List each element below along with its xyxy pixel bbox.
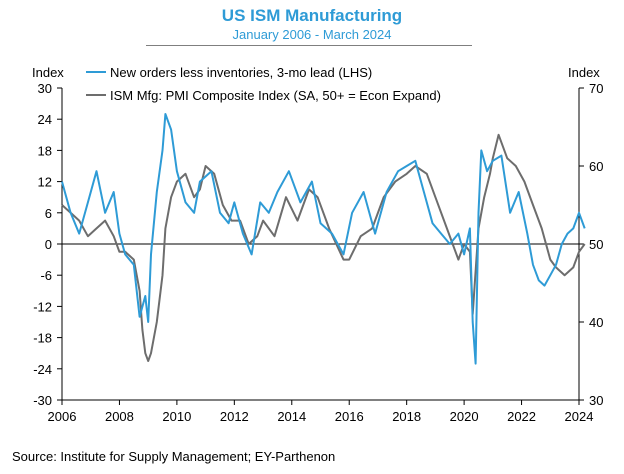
- series-line-pmi: [61, 133, 586, 362]
- right-axis-label: Index: [568, 65, 600, 80]
- left-axis-ticks: 30 24 18 12 6 0 -6 -12 -18 -24 -30: [33, 81, 62, 408]
- right-tick-label: 40: [589, 315, 603, 330]
- right-tick-label: 70: [589, 81, 603, 96]
- x-axis-ticks: 2006 2008 2010 2012 2014 2016 2018 2020 2022 2024: [48, 400, 594, 424]
- title-divider: [146, 45, 472, 46]
- right-tick-label: 30: [589, 393, 603, 408]
- right-tick-label: 60: [589, 159, 603, 174]
- x-tick-label: 2010: [162, 409, 191, 424]
- left-tick-label: 6: [45, 206, 52, 221]
- x-tick-label: 2020: [450, 409, 479, 424]
- right-tick-label: 50: [589, 237, 603, 252]
- series-line-new-orders: [61, 113, 586, 365]
- left-tick-label: -30: [33, 393, 52, 408]
- source-note: Source: Institute for Supply Management;…: [12, 449, 336, 464]
- x-tick-label: 2024: [565, 409, 594, 424]
- x-tick-label: 2018: [392, 409, 421, 424]
- legend: New orders less inventories, 3-mo lead (…: [86, 65, 441, 103]
- left-axis-label: Index: [32, 65, 64, 80]
- x-tick-label: 2014: [277, 409, 306, 424]
- x-tick-label: 2006: [48, 409, 77, 424]
- left-tick-label: 24: [38, 112, 52, 127]
- left-tick-label: 0: [45, 237, 52, 252]
- right-axis-ticks: 70 60 50 40 30: [579, 81, 603, 408]
- left-tick-label: 18: [38, 143, 52, 158]
- left-tick-label: -12: [33, 299, 52, 314]
- left-tick-label: 30: [38, 81, 52, 96]
- left-tick-label: 12: [38, 175, 52, 190]
- x-tick-label: 2016: [335, 409, 364, 424]
- x-tick-label: 2008: [105, 409, 134, 424]
- series-lines: [61, 113, 586, 365]
- left-tick-label: -6: [40, 268, 52, 283]
- x-tick-label: 2012: [220, 409, 249, 424]
- chart-subtitle: January 2006 - March 2024: [232, 27, 392, 42]
- legend-label: New orders less inventories, 3-mo lead (…: [110, 65, 372, 80]
- x-tick-label: 2022: [507, 409, 536, 424]
- chart-title: US ISM Manufacturing: [221, 6, 403, 25]
- legend-label: ISM Mfg: PMI Composite Index (SA, 50+ = …: [110, 88, 441, 103]
- left-tick-label: -18: [33, 331, 52, 346]
- left-tick-label: -24: [33, 362, 52, 377]
